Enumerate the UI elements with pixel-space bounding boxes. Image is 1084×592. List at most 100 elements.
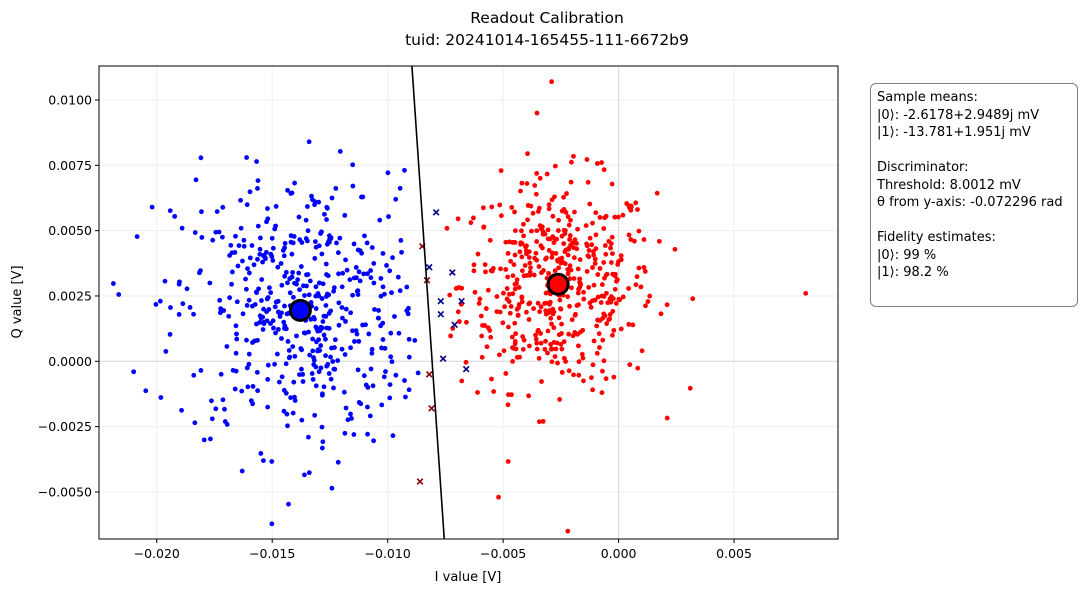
state1-point	[380, 320, 386, 326]
state0-point	[632, 238, 637, 244]
state1-point	[273, 299, 279, 305]
state1-point	[167, 331, 173, 337]
state0-point	[594, 323, 600, 329]
state1-point	[270, 318, 276, 324]
state1-point	[281, 408, 287, 414]
state1-point	[286, 501, 291, 507]
mean-state1-marker	[288, 298, 312, 322]
misclassified-state1-marker-stroke	[437, 297, 445, 305]
state1-point	[308, 300, 314, 305]
state1-point	[167, 208, 173, 214]
state0-point	[601, 260, 607, 265]
state0-point	[585, 253, 591, 259]
state0-point	[603, 376, 609, 382]
state0-point	[546, 270, 551, 276]
state0-point	[556, 265, 562, 271]
state1-point	[248, 398, 254, 404]
state1-point	[406, 336, 412, 342]
state1-point	[260, 259, 265, 265]
state0-point	[635, 365, 641, 371]
state0-point	[604, 290, 609, 296]
chart-subtitle: tuid: 20241014-165455-111-6672b9	[405, 31, 689, 49]
state0-point	[605, 300, 611, 306]
state0-point	[498, 266, 503, 272]
state1-point	[350, 162, 356, 168]
state1-point	[263, 249, 269, 255]
state1-point	[261, 458, 266, 464]
state0-point	[544, 171, 550, 177]
state0-point	[529, 228, 534, 234]
state1-point	[312, 256, 318, 261]
state1-point	[350, 183, 356, 189]
state1-point	[282, 326, 287, 331]
state1-point	[264, 296, 270, 302]
state1-point	[337, 149, 343, 154]
state1-point	[388, 330, 394, 336]
fidelity-state1: |1⟩: 98.2 %	[877, 265, 949, 280]
state0-point	[453, 285, 459, 291]
state1-point	[376, 315, 382, 321]
state1-point	[355, 247, 361, 253]
state0-point	[803, 290, 809, 296]
state0-point	[505, 274, 511, 280]
state1-point	[365, 271, 370, 277]
state0-point	[620, 294, 626, 300]
state1-point	[250, 340, 255, 345]
state0-point	[612, 214, 618, 220]
state1-point	[316, 337, 322, 343]
state1-point	[245, 384, 251, 390]
state0-point	[592, 256, 598, 262]
state0-point	[549, 359, 555, 365]
plot-frame	[98, 65, 839, 540]
state1-point	[288, 233, 294, 239]
state1-point	[247, 189, 253, 195]
state1-point	[328, 236, 334, 242]
state1-point	[386, 214, 391, 219]
state1-point	[342, 430, 348, 436]
state1-point	[246, 351, 252, 357]
state0-point	[551, 240, 557, 246]
state0-point	[690, 296, 696, 302]
state1-point	[244, 155, 249, 160]
state1-point	[294, 333, 299, 339]
theta-value: θ from y-axis: -0.072296 rad	[877, 195, 1063, 210]
state0-point	[618, 257, 624, 263]
state1-point	[398, 238, 404, 243]
state1-point	[297, 237, 303, 242]
state1-point	[395, 274, 401, 280]
state1-point	[233, 323, 239, 329]
state1-point	[322, 211, 327, 217]
state1-point	[406, 305, 411, 311]
state1-point	[222, 419, 228, 424]
state1-point	[368, 366, 374, 372]
state1-point	[143, 388, 149, 394]
state0-point	[561, 355, 567, 361]
state1-point	[352, 339, 357, 344]
state1-point	[261, 253, 267, 259]
state1-point	[326, 239, 332, 245]
state0-point	[603, 251, 609, 257]
state1-point	[217, 297, 223, 303]
state1-point	[260, 327, 266, 332]
state1-point	[331, 288, 337, 294]
state1-point	[238, 225, 244, 231]
state1-point	[378, 293, 384, 299]
state0-point	[580, 355, 586, 361]
state0-point	[591, 252, 597, 258]
state1-point	[310, 348, 316, 354]
state0-point	[512, 252, 518, 258]
state1-point	[307, 352, 313, 358]
state1-point	[330, 359, 336, 364]
state1-point	[259, 298, 264, 303]
state0-point	[475, 251, 481, 257]
state0-point	[516, 285, 522, 290]
state0-point	[489, 376, 494, 382]
state1-point	[320, 439, 326, 445]
state0-point	[576, 302, 581, 308]
state0-point	[485, 287, 491, 293]
state0-point	[554, 236, 560, 242]
state1-point	[289, 274, 295, 280]
state1-point	[365, 404, 370, 410]
state1-point	[355, 367, 361, 373]
state1-point	[337, 235, 343, 241]
